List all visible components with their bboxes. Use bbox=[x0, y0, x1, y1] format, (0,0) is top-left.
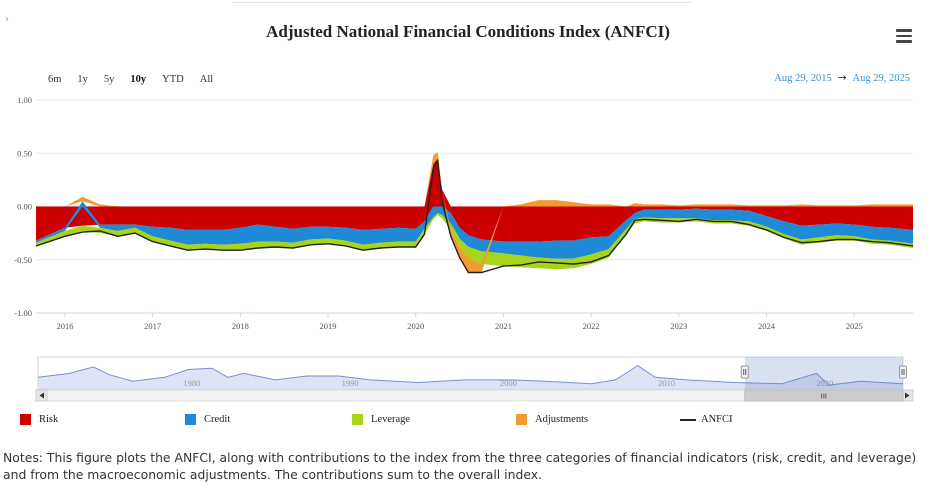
x-tick-label: 2021 bbox=[495, 321, 512, 331]
arrow-right-icon: → bbox=[837, 72, 847, 84]
navigator-handle-right[interactable] bbox=[899, 365, 907, 379]
y-tick-label: 0.50 bbox=[17, 148, 32, 158]
y-tick-label: 0.00 bbox=[17, 202, 32, 212]
expand-chevron-icon[interactable]: › bbox=[5, 14, 9, 25]
series-area-leverage bbox=[36, 212, 913, 270]
x-tick-label: 2018 bbox=[232, 321, 249, 331]
y-tick-label: -0.50 bbox=[14, 255, 32, 265]
scrollbar-grip-icon: III bbox=[821, 393, 827, 401]
navigator-year-label: 1980 bbox=[183, 378, 200, 388]
range-selector: 6m 1y 5y 10y YTD All bbox=[40, 72, 221, 87]
range-button-all[interactable]: All bbox=[199, 74, 214, 85]
legend-label-anfci: ANFCI bbox=[701, 414, 733, 425]
range-button-1y[interactable]: 1y bbox=[77, 74, 88, 85]
x-tick-label: 2023 bbox=[670, 321, 687, 331]
legend-item-adjustments[interactable]: Adjustments bbox=[516, 414, 588, 425]
legend-swatch-anfci bbox=[680, 418, 696, 421]
x-tick-label: 2017 bbox=[144, 321, 161, 331]
legend-swatch-adjustments bbox=[516, 414, 527, 425]
navigator-handle-left[interactable] bbox=[740, 365, 749, 379]
series-area-credit bbox=[36, 201, 913, 259]
legend-item-anfci[interactable]: ANFCI bbox=[680, 414, 733, 425]
chart-area: 1.00 0.50 0.00 -0.50 -1.00 2016 2017 2018 2019 20… bbox=[14, 95, 914, 402]
navigator-selection[interactable] bbox=[744, 357, 903, 389]
range-button-10y[interactable]: 10y bbox=[130, 74, 147, 85]
x-tick-label: 2016 bbox=[56, 321, 73, 331]
series-area-risk bbox=[36, 158, 913, 242]
navigator-year-label: 2020 bbox=[816, 378, 833, 388]
date-to-input[interactable]: Aug 29, 2025 bbox=[852, 73, 910, 84]
y-tick-label: 1.00 bbox=[17, 95, 32, 105]
arrow-right-icon bbox=[905, 392, 910, 399]
x-tick-label: 2020 bbox=[407, 321, 424, 331]
legend-swatch-credit bbox=[185, 414, 196, 425]
x-tick-label: 2019 bbox=[320, 321, 337, 331]
hamburger-menu-icon[interactable] bbox=[896, 29, 912, 43]
legend: Risk Credit Leverage Adjustments ANFCI bbox=[20, 414, 920, 432]
navigator-year-label: 1990 bbox=[342, 378, 359, 388]
scrollbar-thumb[interactable] bbox=[744, 389, 904, 402]
navigator-year-label: 2010 bbox=[658, 378, 675, 388]
legend-label-risk: Risk bbox=[39, 414, 59, 425]
range-button-ytd[interactable]: YTD bbox=[162, 74, 184, 85]
navigator-line bbox=[37, 365, 904, 386]
legend-swatch-leverage bbox=[352, 414, 363, 425]
range-button-5y[interactable]: 5y bbox=[103, 74, 115, 85]
navigator-year-label: 2000 bbox=[500, 378, 517, 388]
legend-label-adjustments: Adjustments bbox=[535, 414, 589, 425]
top-divider bbox=[232, 2, 692, 3]
date-from-input[interactable]: Aug 29, 2015 bbox=[774, 73, 832, 84]
series-line-anfci bbox=[35, 158, 914, 274]
y-tick-label: -1.00 bbox=[14, 308, 32, 318]
legend-item-risk[interactable]: Risk bbox=[20, 414, 58, 425]
arrow-left-icon bbox=[39, 392, 44, 399]
legend-label-credit: Credit bbox=[204, 414, 231, 425]
navigator-area bbox=[38, 365, 903, 389]
x-tick-label: 2022 bbox=[583, 321, 600, 331]
chart-title: Adjusted National Financial Conditions I… bbox=[266, 22, 670, 41]
range-button-6m[interactable]: 6m bbox=[48, 74, 62, 85]
legend-label-leverage: Leverage bbox=[371, 414, 411, 425]
legend-item-leverage[interactable]: Leverage bbox=[352, 414, 410, 425]
date-range-display: Aug 29, 2015 → Aug 29, 2025 bbox=[774, 72, 910, 84]
legend-swatch-risk bbox=[20, 414, 31, 425]
x-tick-label: 2024 bbox=[758, 321, 776, 331]
chart-notes: Notes: This figure plots the ANFCI, alon… bbox=[3, 450, 917, 482]
legend-item-credit[interactable]: Credit bbox=[185, 414, 230, 425]
x-tick-label: 2025 bbox=[846, 321, 863, 331]
